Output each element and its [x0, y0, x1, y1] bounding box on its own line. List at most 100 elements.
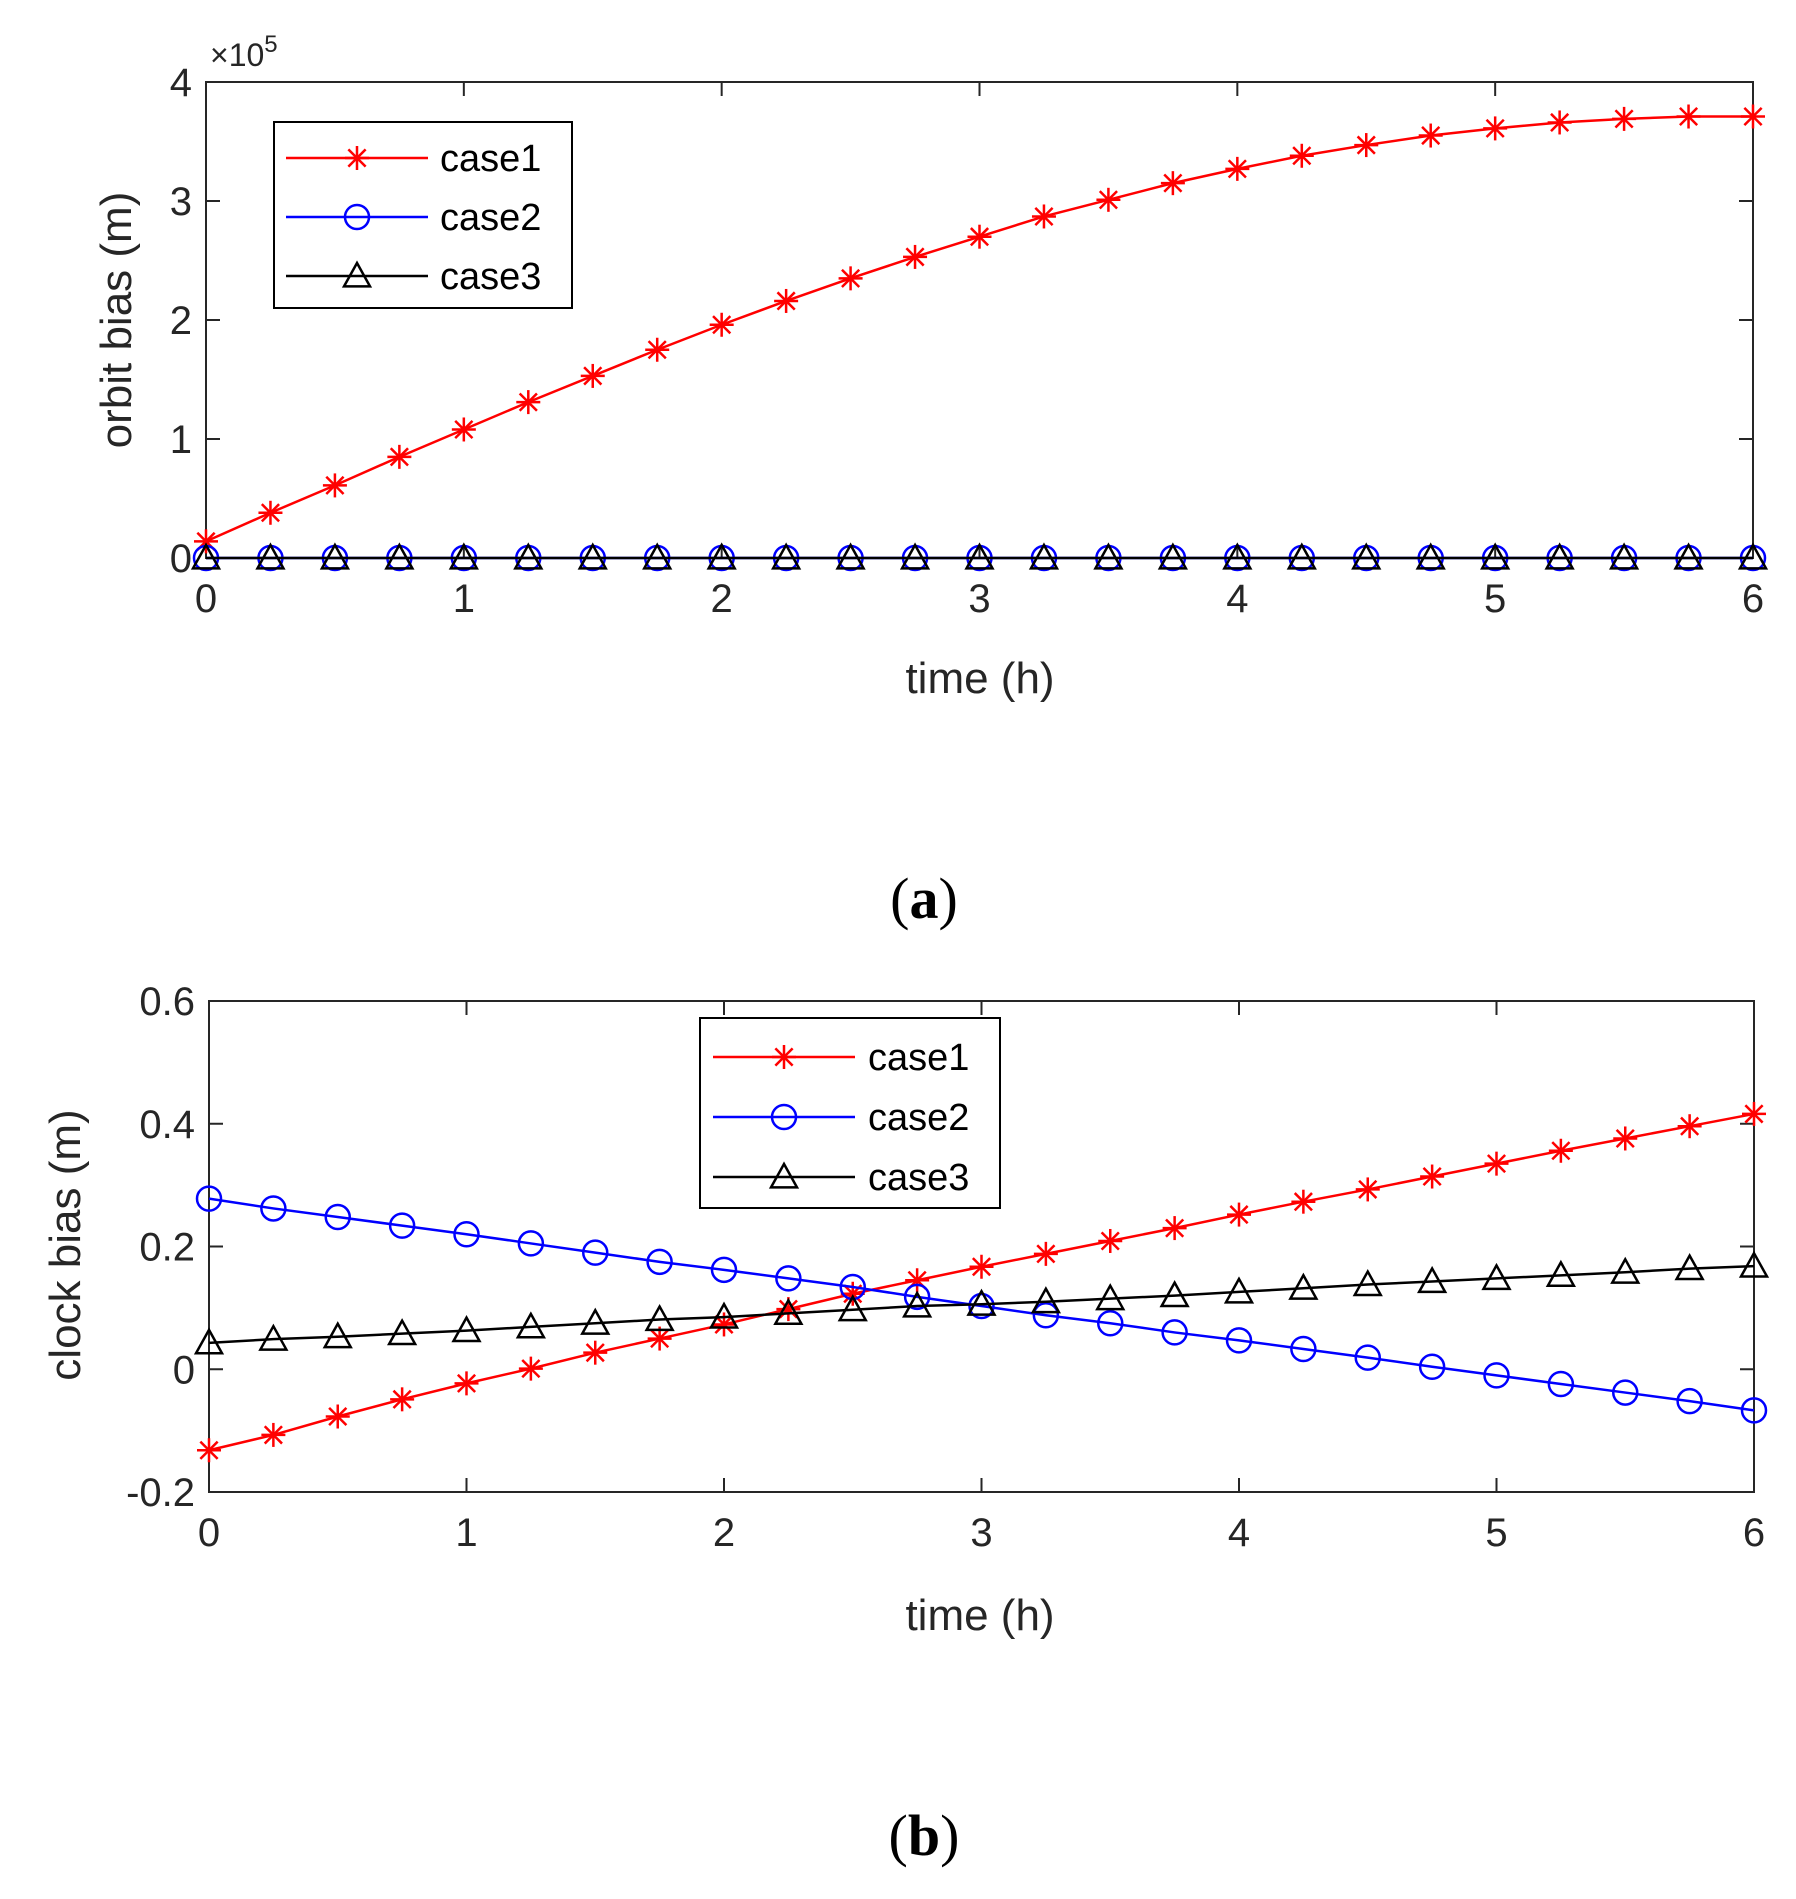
data-point-case3: [255, 542, 286, 570]
x-tick-label: 2: [711, 577, 733, 621]
x-tick-label: 6: [1742, 577, 1764, 621]
data-point-case1: [1160, 171, 1185, 196]
data-point-case3: [387, 1318, 418, 1346]
data-point-case1: [387, 444, 412, 469]
data-point-case3: [1351, 542, 1382, 570]
data-point-case3: [1673, 542, 1704, 570]
data-point-case1: [1354, 133, 1379, 158]
chart-b-panel-label: (b): [889, 1803, 960, 1868]
data-point-case2: [1354, 1344, 1381, 1371]
y-tick-label: 4: [170, 61, 192, 105]
data-point-case3: [706, 542, 737, 570]
chart-b-x-tick-labels: 0 1 2 3 4 5 6: [198, 1511, 1765, 1555]
data-point-case3: [1286, 542, 1317, 570]
data-point-case2: [517, 1230, 545, 1257]
data-point-case3: [1157, 542, 1188, 570]
data-point-case3: [1737, 542, 1769, 570]
data-point-case3: [322, 1321, 353, 1349]
x-tick-label: 4: [1228, 1511, 1250, 1555]
data-point-case1: [1677, 1114, 1702, 1139]
data-point-case1: [774, 288, 799, 313]
data-point-case1: [322, 473, 347, 498]
chart-a-legend-items: case1 case2 case3: [286, 138, 541, 298]
x-tick-label: 1: [455, 1511, 477, 1555]
chart-a-x-label: time (h): [905, 654, 1054, 703]
x-tick-label: 0: [195, 577, 217, 621]
series-line-case3: [208, 1264, 1755, 1345]
data-point-case3: [1738, 1250, 1770, 1278]
data-point-case1: [1418, 123, 1443, 148]
data-point-case1: [967, 224, 992, 249]
legend-item-case3: case3: [713, 1157, 969, 1199]
x-tick-label: 5: [1485, 1511, 1507, 1555]
legend-marker: [345, 146, 369, 170]
data-point-case3: [964, 542, 995, 570]
data-point-case1: [645, 337, 670, 362]
x-tick-label: 4: [1226, 577, 1248, 621]
chart-b-series: [193, 1101, 1770, 1463]
data-point-case3: [190, 542, 222, 570]
chart-a-legend: case1 case2 case3: [273, 121, 573, 309]
data-point-case3: [1352, 1268, 1383, 1297]
data-point-case1: [197, 1438, 221, 1463]
legend-label: case1: [868, 1037, 969, 1079]
y-tick-label: 0: [170, 537, 192, 581]
data-point-case3: [1545, 1259, 1576, 1287]
y-tick-label: -0.2: [126, 1471, 195, 1515]
chart-b-y-tick-labels: -0.2 0 0.2 0.4 0.6: [126, 980, 195, 1515]
legend-marker: [772, 1045, 796, 1069]
legend-label: case3: [868, 1157, 969, 1199]
data-point-case1: [1355, 1177, 1380, 1202]
data-point-case1: [516, 390, 541, 415]
data-point-case1: [325, 1404, 350, 1429]
data-point-case3: [580, 1307, 611, 1335]
data-point-case1: [1484, 1151, 1509, 1176]
data-point-case3: [515, 1311, 546, 1339]
data-point-case1: [1420, 1164, 1445, 1189]
data-point-case3: [1417, 1265, 1448, 1294]
data-point-case1: [1548, 1138, 1573, 1163]
y-tick-label: 0.6: [139, 980, 195, 1024]
legend-item-case1: case1: [286, 138, 541, 180]
legend-item-case2: case2: [286, 197, 541, 239]
data-point-case2: [1290, 1335, 1317, 1363]
data-point-case3: [1223, 1276, 1255, 1304]
data-point-case2: [388, 1212, 416, 1239]
chart-b-legend-items: case1 case2 case3: [713, 1037, 969, 1199]
chart-a-panel-label: (a): [890, 866, 958, 931]
x-tick-label: 1: [453, 577, 475, 621]
x-tick-label: 6: [1743, 1511, 1765, 1555]
legend-marker: [770, 1103, 798, 1131]
series-case2: [195, 1185, 1768, 1424]
data-point-case3: [966, 1288, 997, 1316]
data-point-case2: [1547, 1370, 1575, 1398]
legend-item-case2: case2: [713, 1097, 969, 1139]
data-point-case3: [1415, 542, 1446, 570]
data-point-case2: [453, 1220, 480, 1248]
data-point-case1: [261, 1422, 286, 1447]
chart-b-x-label: time (h): [905, 1591, 1054, 1640]
x-tick-label: 3: [968, 577, 990, 621]
data-point-case2: [1740, 1397, 1768, 1424]
x-tick-label: 0: [198, 1511, 220, 1555]
data-point-case3: [1610, 1256, 1641, 1284]
legend-label: case3: [440, 256, 541, 298]
legend-label: case1: [440, 138, 541, 180]
data-point-case1: [1291, 1189, 1316, 1214]
chart-a-series: [190, 104, 1769, 572]
data-point-case1: [838, 266, 863, 291]
data-point-case3: [577, 542, 608, 570]
data-point-case1: [1547, 110, 1572, 135]
data-point-case1: [583, 1340, 608, 1365]
data-point-case1: [258, 500, 283, 525]
x-tick-label: 3: [970, 1511, 992, 1555]
data-point-case2: [1161, 1319, 1188, 1346]
y-tick-label: 0: [173, 1348, 195, 1392]
data-point-case1: [1483, 116, 1508, 141]
series-case3: [193, 1250, 1770, 1355]
data-point-case1: [1031, 204, 1056, 229]
data-point-case2: [1097, 1309, 1124, 1337]
data-point-case2: [1418, 1353, 1446, 1381]
y-tick-label: 0.2: [139, 1226, 195, 1270]
